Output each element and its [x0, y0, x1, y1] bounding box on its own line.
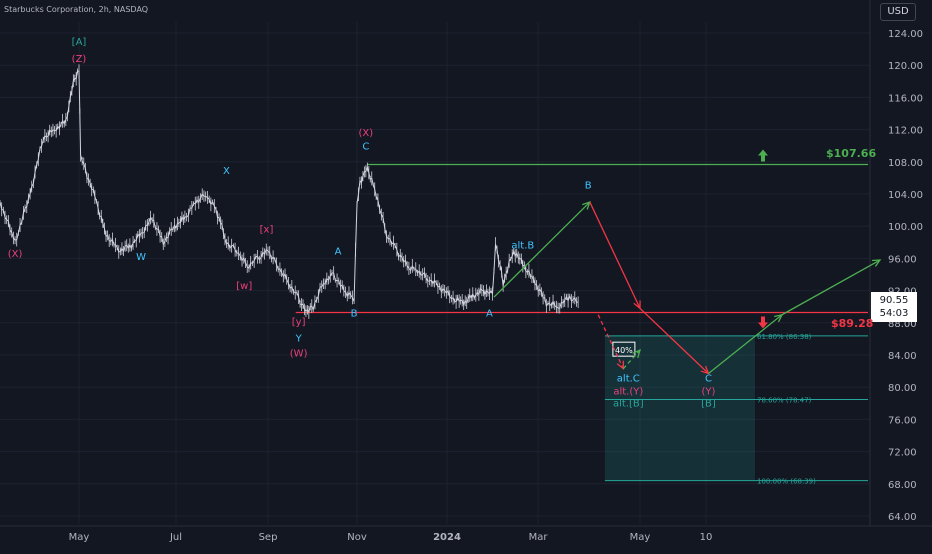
- time-tick-label: 10: [700, 532, 713, 543]
- projection-arrowhead: [632, 349, 642, 359]
- wave-label: A: [486, 308, 493, 319]
- price-tick-label: 124.00: [888, 29, 923, 40]
- time-tick-label: Sep: [259, 532, 278, 543]
- probability-badge: [612, 341, 636, 357]
- projection-path: [781, 259, 881, 316]
- fib-target-zone: [604, 335, 756, 481]
- price-tick-label: 108.00: [888, 158, 923, 169]
- price-tick-label: 68.00: [888, 480, 917, 491]
- price-tick-label: 80.00: [888, 383, 917, 394]
- chart-title: Starbucks Corporation, 2h, NASDAQ: [4, 5, 149, 14]
- price-tick-label: 112.00: [888, 126, 923, 137]
- wave-label: A: [335, 246, 342, 257]
- fib-level-label: 100.00% (68.39): [757, 478, 816, 486]
- wave-label: C: [362, 142, 369, 153]
- wave-label: B: [351, 308, 358, 319]
- time-tick-label: 2024: [433, 532, 461, 543]
- wave-label: [x]: [260, 225, 274, 236]
- price-tick-label: 116.00: [888, 93, 923, 104]
- price-tick-label: 96.00: [888, 254, 917, 265]
- wave-label: (X): [8, 249, 23, 260]
- wave-label: B: [585, 180, 592, 191]
- currency-button[interactable]: USD: [880, 3, 916, 21]
- price-tick-label: 84.00: [888, 351, 917, 362]
- wave-label: (Y): [701, 386, 715, 397]
- alt-projection-path: [597, 314, 624, 369]
- wave-label: C: [705, 374, 712, 385]
- projection-path: [708, 314, 783, 375]
- price-tick-label: 72.00: [888, 448, 917, 459]
- bar-countdown: 54:03: [879, 308, 909, 319]
- current-price-tag: 90.55 54:03: [871, 292, 917, 322]
- fib-level-label: 78.60% (78.47): [757, 397, 812, 405]
- wave-label: (Z): [72, 54, 87, 65]
- wave-label: alt.B: [511, 241, 534, 252]
- time-tick-label: Jul: [169, 532, 182, 543]
- price-tick-label: 64.00: [888, 512, 917, 523]
- price-tick-label: 88.00: [888, 319, 917, 330]
- price-tick-label: 104.00: [888, 190, 923, 201]
- price-tick-label: 120.00: [888, 61, 923, 72]
- wave-label: Y: [295, 333, 303, 344]
- wave-label: [A]: [72, 37, 87, 48]
- down-arrow-icon: [758, 316, 768, 329]
- wave-label: X: [223, 166, 230, 177]
- up-arrow-icon: [758, 149, 768, 162]
- time-tick-label: May: [630, 532, 651, 543]
- projection-path: [493, 201, 591, 298]
- resistance-label: $107.66: [826, 147, 877, 160]
- wave-label: [y]: [292, 317, 306, 328]
- price-series-line: [0, 70, 579, 314]
- support-label: $89.28: [831, 317, 874, 330]
- wave-label: [w]: [236, 281, 252, 292]
- fib-level-label: 61.80% (86.38): [757, 333, 812, 341]
- price-tick-label: 76.00: [888, 415, 917, 426]
- wave-label: alt.C: [617, 374, 640, 385]
- time-tick-label: Nov: [347, 532, 367, 543]
- price-tick-label: 100.00: [888, 222, 923, 233]
- wave-label: W: [136, 252, 146, 263]
- wave-label: [B]: [701, 399, 716, 410]
- time-tick-label: May: [69, 532, 90, 543]
- wave-label: alt.(Y): [613, 386, 643, 397]
- projection-arrowhead: [871, 259, 882, 267]
- wave-label: (W): [290, 349, 308, 360]
- wave-label: alt.[B]: [613, 399, 644, 410]
- current-price: 90.55: [879, 295, 909, 306]
- time-tick-label: Mar: [529, 532, 549, 543]
- probability-label: 40%: [615, 346, 633, 355]
- wave-label: (X): [359, 128, 374, 139]
- projection-arrowhead: [633, 300, 641, 310]
